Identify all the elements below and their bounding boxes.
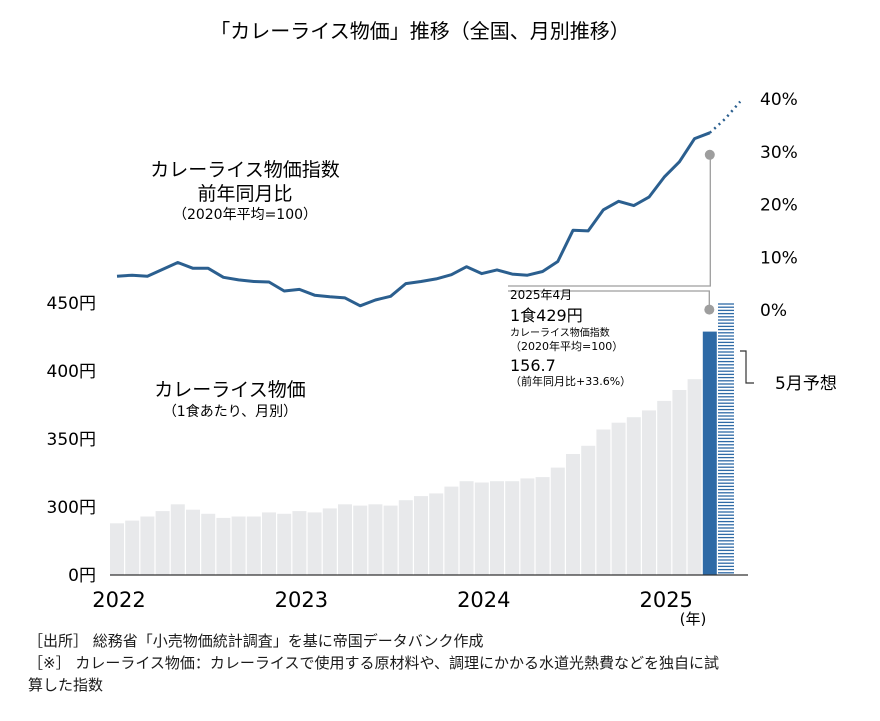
- x-axis: 2022 2023 2024 2025: [92, 588, 693, 612]
- chart: 「カレーライス物価」推移（全国、月別推移） 0円 300円 350円 400円 450円…: [47, 19, 837, 628]
- bar-2024-07: [566, 454, 580, 575]
- bar-2022-02: [125, 520, 140, 575]
- bar-2022-10: [246, 516, 261, 575]
- line-y-tick-label: 30%: [760, 143, 798, 163]
- bar-2022-03: [140, 516, 155, 575]
- bar-2023-08: [398, 500, 413, 575]
- bar-2024-10: [611, 422, 626, 575]
- bar-2023-12: [459, 481, 474, 575]
- bar-forecast: [718, 303, 734, 575]
- x-axis-unit: (年): [680, 610, 707, 628]
- bar-2023-01: [292, 511, 307, 575]
- bar-2024-12: [642, 410, 656, 575]
- bar-y-tick-label: 300円: [47, 498, 96, 518]
- bar-2022-11: [262, 512, 276, 575]
- bar-y-axis: 0円 300円 350円 400円 450円: [47, 294, 96, 586]
- line-series-path: [116, 131, 711, 308]
- line-y-tick-label: 10%: [760, 248, 798, 268]
- bar-2023-06: [368, 504, 383, 575]
- bar-2022-06: [186, 509, 200, 575]
- bar-2022-04: [155, 511, 170, 575]
- bar-2023-03: [322, 508, 337, 575]
- bar-y-tick-label: 450円: [47, 294, 96, 314]
- bar-2022-05: [170, 504, 185, 575]
- bar-2024-03: [505, 481, 520, 575]
- annotation-index-value: 156.7: [510, 356, 556, 375]
- forecast-label: 5月予想: [775, 374, 837, 394]
- bar-2023-05: [353, 505, 368, 575]
- annotation: 2025年4月 1食429円 カレーライス物価指数 （2020年平均=100） …: [508, 149, 837, 394]
- bar-2024-08: [581, 445, 596, 575]
- annotation-connector: [508, 154, 711, 310]
- x-tick-label: 2023: [275, 588, 328, 612]
- bar-series-label: カレーライス物価: [154, 379, 305, 401]
- forecast-bracket: [740, 350, 754, 384]
- bar-2025-04: [702, 331, 717, 575]
- bar-2024-05: [535, 477, 550, 575]
- bar-2024-09: [596, 429, 611, 575]
- bar-2023-11: [444, 486, 459, 575]
- line-series-note: （2020年平均=100）: [173, 207, 317, 223]
- annotation-yoy: （前年同月比+33.6%）: [510, 374, 631, 388]
- bar-2023-04: [338, 504, 352, 575]
- x-tick-label: 2024: [457, 588, 510, 612]
- line-y-axis: 0% 10% 20% 30% 40%: [760, 90, 798, 321]
- x-tick-label: 2022: [92, 588, 145, 612]
- x-tick-label: 2025: [639, 588, 692, 612]
- bar-2025-03: [687, 379, 702, 575]
- annotation-index-label: カレーライス物価指数: [510, 326, 610, 339]
- bar-2022-09: [231, 516, 246, 575]
- bar-2023-07: [383, 505, 398, 575]
- line-y-tick-label: 40%: [760, 90, 798, 110]
- line-series-label: カレーライス物価指数: [150, 159, 339, 181]
- chart-title: 「カレーライス物価」推移（全国、月別推移）: [210, 19, 629, 43]
- line-y-tick-label: 20%: [760, 196, 798, 216]
- bar-2022-07: [201, 513, 216, 575]
- bar-y-tick-label: 0円: [68, 566, 96, 586]
- footnote-note-cont: 算した指数: [28, 676, 104, 694]
- annotation-date: 2025年4月: [510, 288, 572, 302]
- bar-series: [110, 303, 734, 575]
- line-y-tick-label: 0%: [760, 301, 787, 321]
- bar-2024-11: [626, 417, 641, 575]
- line-forecast-path: [708, 100, 742, 134]
- footnote-note: ［※］ カレーライス物価：カレーライスで使用する原材料や、調理にかかる水道光熱費…: [28, 654, 719, 672]
- bar-2025-01: [657, 400, 672, 575]
- bar-series-subtitle: （1食あたり、月別）: [163, 403, 297, 420]
- bar-2024-01: [474, 482, 489, 575]
- annotation-index-base: （2020年平均=100）: [510, 339, 623, 353]
- bar-2024-04: [520, 478, 535, 575]
- bar-2023-09: [414, 496, 428, 575]
- bar-2023-02: [307, 512, 322, 575]
- bar-2024-02: [490, 481, 504, 575]
- bar-2022-12: [277, 513, 292, 575]
- bar-2022-08: [216, 517, 231, 575]
- bar-y-tick-label: 400円: [47, 362, 96, 382]
- line-series-subtitle: 前年同月比: [197, 183, 292, 205]
- bar-2023-10: [429, 493, 444, 575]
- bar-2024-06: [550, 467, 565, 575]
- bar-y-tick-label: 350円: [47, 430, 96, 450]
- bar-2022-01: [110, 523, 124, 575]
- footnote-source: ［出所］ 総務省「小売物価統計調査」を基に帝国データバンク作成: [28, 632, 484, 650]
- bar-2025-02: [672, 390, 687, 575]
- annotation-price: 1食429円: [510, 306, 583, 325]
